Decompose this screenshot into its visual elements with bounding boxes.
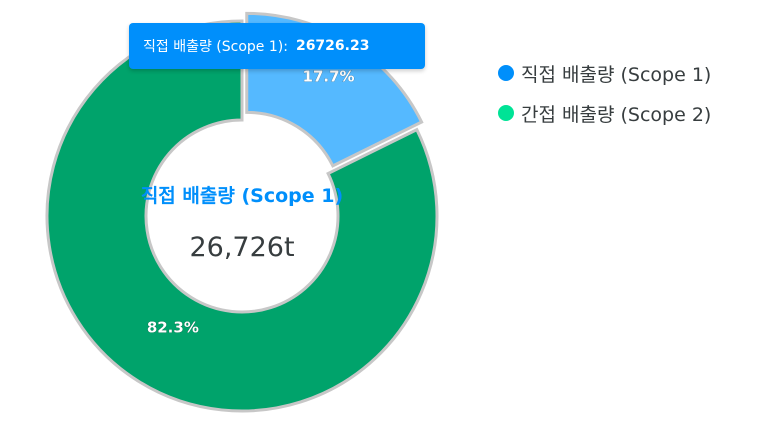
tooltip-label: 직접 배출량 (Scope 1): <box>143 39 288 55</box>
legend-marker-scope1 <box>498 65 514 81</box>
legend-item-scope1[interactable]: 직접 배출량 (Scope 1) <box>498 58 711 88</box>
chart-legend: 직접 배출량 (Scope 1) 간접 배출량 (Scope 2) <box>498 58 711 138</box>
legend-item-scope2[interactable]: 간접 배출량 (Scope 2) <box>498 98 711 128</box>
center-series-value: 26,726t <box>189 232 294 263</box>
slice-label-scope2: 82.3% <box>147 318 199 336</box>
slice-label-scope1: 17.7% <box>303 68 355 86</box>
donut-slices <box>45 11 439 413</box>
legend-label-scope2: 간접 배출량 (Scope 2) <box>521 103 712 126</box>
donut-slice-scope2[interactable] <box>45 19 439 413</box>
slice-percent-labels: 17.7% 82.3% <box>147 67 355 336</box>
legend-label-scope1: 직접 배출량 (Scope 1) <box>521 63 712 86</box>
center-series-name: 직접 배출량 (Scope 1) <box>141 185 343 207</box>
tooltip-value: 26726.23 <box>295 38 370 54</box>
chart-tooltip: 직접 배출량 (Scope 1): 26726.23 <box>129 23 425 69</box>
legend-marker-scope2 <box>498 105 514 121</box>
